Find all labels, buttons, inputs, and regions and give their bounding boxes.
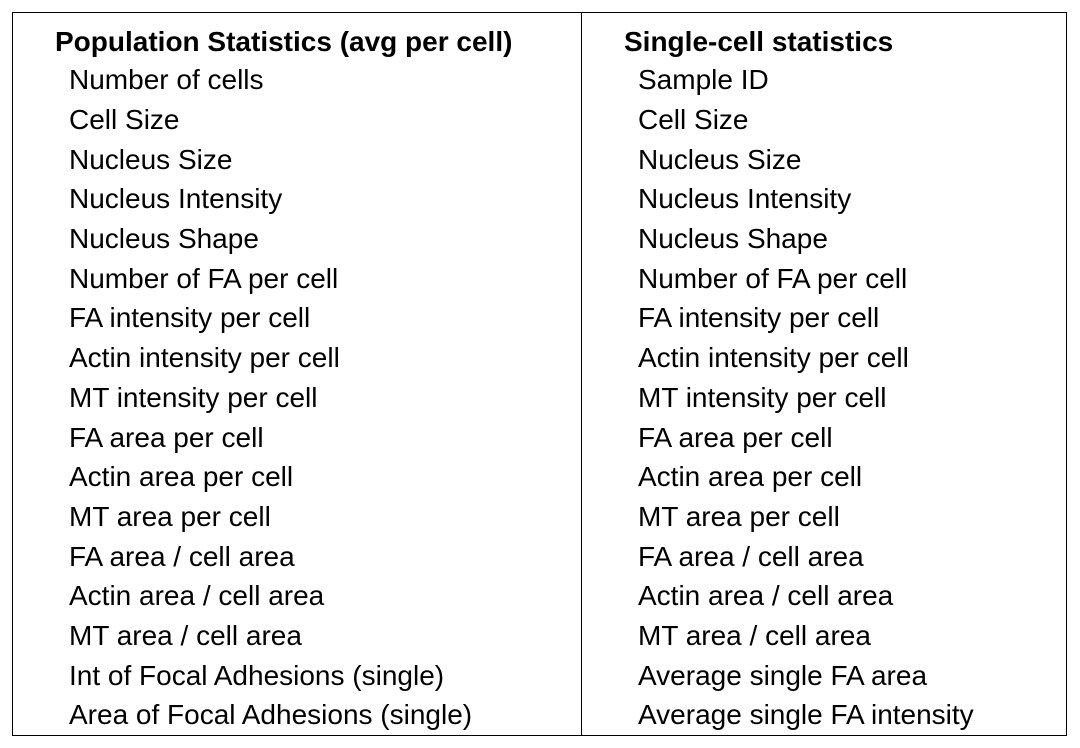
table-row: MT area per cell xyxy=(638,500,840,532)
population-statistics-header: Population Statistics (avg per cell) xyxy=(55,26,513,58)
table-row: FA area / cell area xyxy=(638,540,864,572)
table-row: MT area / cell area xyxy=(638,619,871,651)
table-row: Cell Size xyxy=(69,104,180,135)
table-row: MT intensity per cell xyxy=(69,381,318,413)
population-statistics-column: Population Statistics (avg per cell) Num… xyxy=(13,13,582,735)
table-row: Actin area per cell xyxy=(638,461,863,493)
table-row: Actin area per cell xyxy=(69,461,294,493)
table-row: Number of FA per cell xyxy=(638,262,908,294)
single-cell-statistics-column: Single-cell statistics Sample ID Cell Siz… xyxy=(582,13,1066,735)
table-row: MT area per cell xyxy=(69,500,271,532)
statistics-table: Population Statistics (avg per cell) Num… xyxy=(12,12,1067,736)
table-row: FA area per cell xyxy=(638,421,833,453)
table-row: Nucleus Size xyxy=(638,143,802,175)
table-row: Nucleus Shape xyxy=(638,223,828,255)
table-row: Number of cells xyxy=(69,64,264,96)
table-row: Actin area / cell area xyxy=(638,580,894,612)
table-row: Int of Focal Adhesions (single) xyxy=(69,659,445,691)
table-row: Nucleus Size xyxy=(69,143,233,175)
single-cell-statistics-header: Single-cell statistics xyxy=(624,26,894,58)
table-row: Actin intensity per cell xyxy=(638,342,909,374)
population-statistics-list: Number of cells Cell Size Nucleus Size Nucl… xyxy=(13,60,581,735)
table-row: Cell Size xyxy=(638,104,749,135)
single-cell-statistics-list: Sample ID Cell Size Nucleus Size Nucleus In… xyxy=(582,60,1066,735)
table-row: FA intensity per cell xyxy=(69,302,311,334)
table-row: Average single FA intensity xyxy=(638,699,974,731)
table-row: Average single FA area xyxy=(638,659,928,691)
table-row: Actin area / cell area xyxy=(69,580,325,612)
table-row: FA area per cell xyxy=(69,421,264,453)
table-row: MT area / cell area xyxy=(69,619,302,651)
table-row: Actin intensity per cell xyxy=(69,342,340,374)
table-row: Number of FA per cell xyxy=(69,262,339,294)
table-row: Nucleus Shape xyxy=(69,223,259,255)
table-row: Nucleus Intensity xyxy=(638,183,852,215)
table-row: FA area / cell area xyxy=(69,540,295,572)
table-row: MT intensity per cell xyxy=(638,381,887,413)
table-row: Nucleus Intensity xyxy=(69,183,283,215)
table-row: Area of Focal Adhesions (single) xyxy=(69,699,473,731)
table-row: FA intensity per cell xyxy=(638,302,880,334)
table-row: Sample ID xyxy=(638,64,769,96)
